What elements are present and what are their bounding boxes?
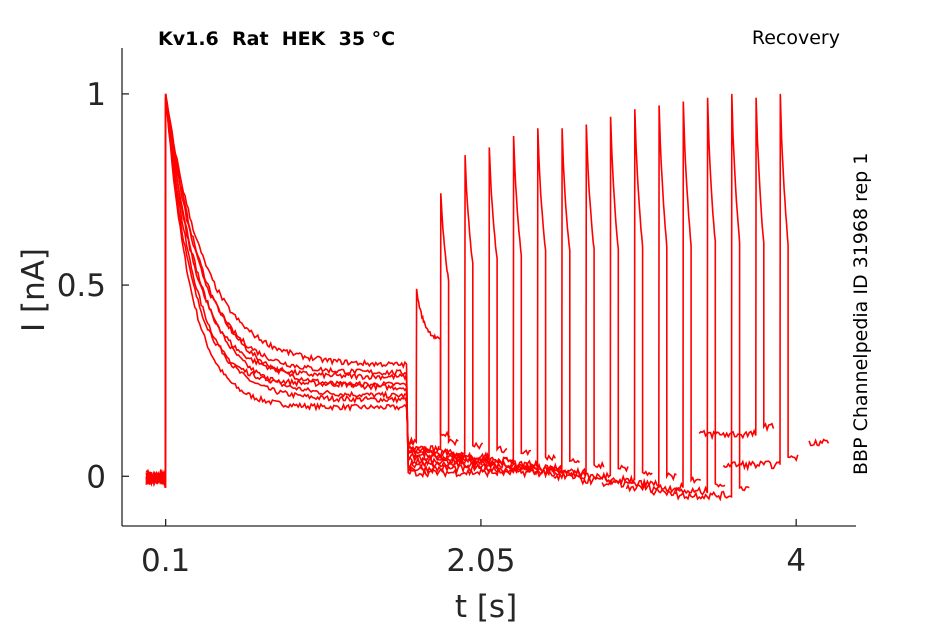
conditioning-trace bbox=[145, 97, 440, 488]
axes bbox=[121, 48, 856, 527]
x-tick-label: 4 bbox=[786, 543, 806, 579]
conditioning-trace bbox=[146, 97, 587, 488]
x-axis-label: t [s] bbox=[455, 589, 517, 624]
y-tick-label: 0.5 bbox=[57, 268, 106, 304]
recovery-pulse bbox=[407, 288, 451, 446]
recovery-pulse bbox=[722, 93, 799, 472]
conditioning-trace bbox=[145, 93, 563, 488]
recovery-pulse bbox=[625, 101, 701, 494]
recovery-pulse bbox=[407, 193, 459, 455]
ticks: 0.1 2.05 4 0 0.5 1 bbox=[57, 77, 806, 579]
recovery-pulse bbox=[577, 109, 653, 487]
recovery-pulse bbox=[456, 135, 532, 468]
conditioning-trace bbox=[145, 93, 514, 488]
recovery-pulse bbox=[674, 93, 750, 502]
y-tick-label: 1 bbox=[86, 77, 106, 113]
recovery-pulse bbox=[505, 128, 581, 475]
recovery-pulse bbox=[601, 105, 677, 489]
tail-trace bbox=[808, 438, 830, 447]
recovery-pulse bbox=[432, 147, 508, 464]
traces bbox=[145, 93, 830, 502]
y-axis-label: I [nA] bbox=[16, 248, 52, 332]
x-tick-label: 0.1 bbox=[141, 543, 190, 579]
x-tick-label: 2.05 bbox=[446, 543, 515, 579]
recovery-pulse bbox=[480, 128, 556, 471]
recovery-pulse bbox=[650, 97, 726, 497]
protocol-label: Recovery bbox=[751, 27, 840, 49]
recovery-pulse bbox=[553, 116, 629, 482]
chart-title: Kv1.6 Rat HEK 35 °C bbox=[158, 28, 396, 50]
recovery-pulse bbox=[698, 97, 775, 441]
y-tick-label: 0 bbox=[86, 459, 106, 495]
conditioning-trace bbox=[145, 93, 416, 488]
